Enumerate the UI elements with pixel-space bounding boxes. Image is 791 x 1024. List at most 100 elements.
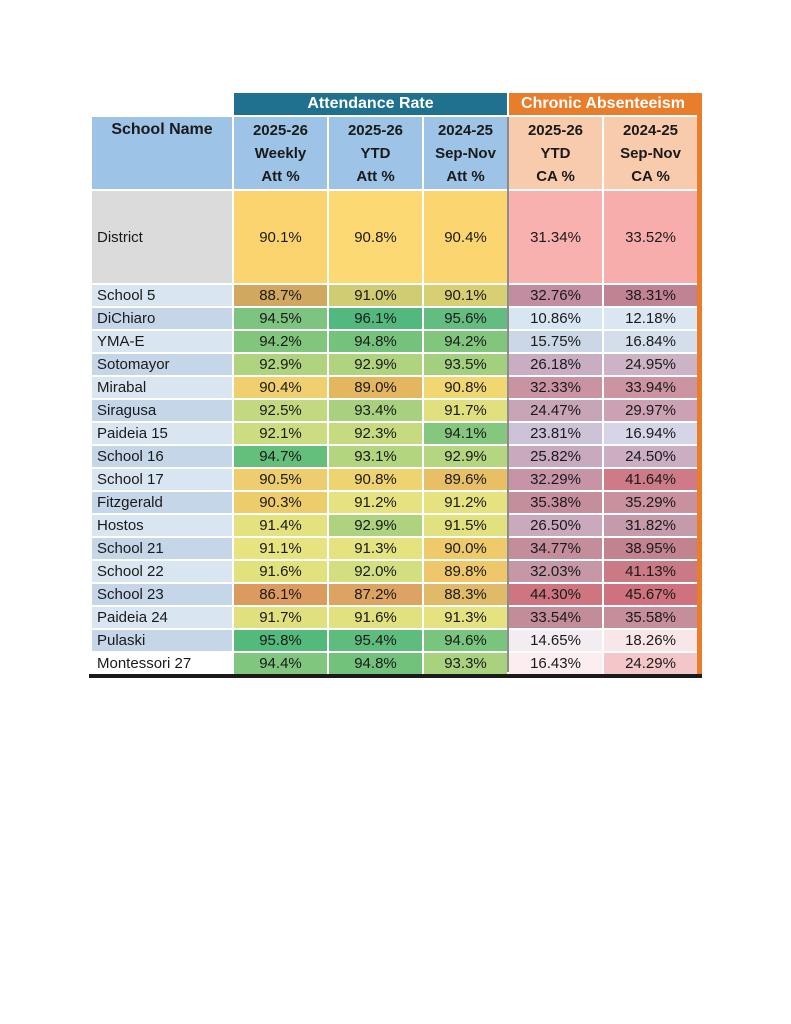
value-cell: 16.94% xyxy=(604,423,697,444)
table-row: School 17 90.5% 90.8% 89.6% 32.29% 41.64% xyxy=(92,469,697,490)
table-row: School 23 86.1% 87.2% 88.3% 44.30% 45.67% xyxy=(92,584,697,605)
school-name-cell: Siragusa xyxy=(92,400,232,421)
value-cell: 29.97% xyxy=(604,400,697,421)
value-cell: 26.50% xyxy=(509,515,602,536)
value-cell: 88.3% xyxy=(424,584,507,605)
value-cell: 90.5% xyxy=(234,469,327,490)
value-cell: 14.65% xyxy=(509,630,602,651)
value-cell: 92.5% xyxy=(234,400,327,421)
value-cell: 90.8% xyxy=(424,377,507,398)
school-name-cell: Hostos xyxy=(92,515,232,536)
value-cell: 25.82% xyxy=(509,446,602,467)
value-cell: 88.7% xyxy=(234,285,327,306)
table-row: Paideia 24 91.7% 91.6% 91.3% 33.54% 35.58% xyxy=(92,607,697,628)
value-cell: 92.3% xyxy=(329,423,422,444)
table-row: Hostos 91.4% 92.9% 91.5% 26.50% 31.82% xyxy=(92,515,697,536)
value-cell: 91.4% xyxy=(234,515,327,536)
value-cell: 94.2% xyxy=(234,331,327,352)
table-row: School 16 94.7% 93.1% 92.9% 25.82% 24.50% xyxy=(92,446,697,467)
column-header-ytd-att: 2025-26 YTD Att % xyxy=(329,117,422,189)
value-cell: 93.3% xyxy=(424,653,507,674)
value-cell: 89.6% xyxy=(424,469,507,490)
column-header-ytd-ca: 2025-26 YTD CA % xyxy=(509,117,602,189)
table-row: Sotomayor 92.9% 92.9% 93.5% 26.18% 24.95% xyxy=(92,354,697,375)
school-name-cell: Paideia 15 xyxy=(92,423,232,444)
value-cell: 32.76% xyxy=(509,285,602,306)
column-header-row: School Name 2025-26 Weekly Att % 2025-26… xyxy=(92,117,697,189)
value-cell: 34.77% xyxy=(509,538,602,559)
table-row: Pulaski 95.8% 95.4% 94.6% 14.65% 18.26% xyxy=(92,630,697,651)
school-name-cell: Fitzgerald xyxy=(92,492,232,513)
value-cell: 32.29% xyxy=(509,469,602,490)
chronic-absenteeism-group-header: Chronic Absenteeism xyxy=(509,93,697,115)
school-name-cell: Paideia 24 xyxy=(92,607,232,628)
value-cell: 89.0% xyxy=(329,377,422,398)
section-divider-line xyxy=(507,117,509,672)
value-cell: 24.50% xyxy=(604,446,697,467)
school-name-cell: Mirabal xyxy=(92,377,232,398)
school-name-cell: School 23 xyxy=(92,584,232,605)
value-cell: 94.1% xyxy=(424,423,507,444)
value-cell: 94.5% xyxy=(234,308,327,329)
value-cell: 32.33% xyxy=(509,377,602,398)
value-cell: 90.0% xyxy=(424,538,507,559)
group-header-spacer xyxy=(92,93,232,115)
value-cell: 94.7% xyxy=(234,446,327,467)
table-bottom-black-border xyxy=(89,674,702,678)
value-cell: 24.95% xyxy=(604,354,697,375)
value-cell: 93.4% xyxy=(329,400,422,421)
value-cell: 23.81% xyxy=(509,423,602,444)
school-name-cell: YMA-E xyxy=(92,331,232,352)
value-cell: 18.26% xyxy=(604,630,697,651)
value-cell: 94.6% xyxy=(424,630,507,651)
value-cell: 90.3% xyxy=(234,492,327,513)
table-row: School 22 91.6% 92.0% 89.8% 32.03% 41.13% xyxy=(92,561,697,582)
value-cell: 94.8% xyxy=(329,331,422,352)
value-cell: 90.1% xyxy=(424,285,507,306)
value-cell: 91.5% xyxy=(424,515,507,536)
value-cell: 33.54% xyxy=(509,607,602,628)
value-cell: 89.8% xyxy=(424,561,507,582)
value-cell: 91.6% xyxy=(234,561,327,582)
value-cell: 92.9% xyxy=(424,446,507,467)
value-cell: 90.1% xyxy=(234,191,327,283)
value-cell: 96.1% xyxy=(329,308,422,329)
school-name-column-header: School Name xyxy=(92,117,232,189)
school-name-cell: School 21 xyxy=(92,538,232,559)
value-cell: 41.64% xyxy=(604,469,697,490)
value-cell: 92.9% xyxy=(329,354,422,375)
value-cell: 26.18% xyxy=(509,354,602,375)
table-row: School 21 91.1% 91.3% 90.0% 34.77% 38.95% xyxy=(92,538,697,559)
value-cell: 45.67% xyxy=(604,584,697,605)
value-cell: 90.4% xyxy=(234,377,327,398)
value-cell: 15.75% xyxy=(509,331,602,352)
value-cell: 94.2% xyxy=(424,331,507,352)
school-name-cell: Montessori 27 xyxy=(92,653,232,674)
value-cell: 91.1% xyxy=(234,538,327,559)
column-header-weekly-att: 2025-26 Weekly Att % xyxy=(234,117,327,189)
value-cell: 91.6% xyxy=(329,607,422,628)
value-cell: 41.13% xyxy=(604,561,697,582)
column-header-sepnov-att: 2024-25 Sep-Nov Att % xyxy=(424,117,507,189)
school-name-cell: School 16 xyxy=(92,446,232,467)
table-row: District 90.1% 90.8% 90.4% 31.34% 33.52% xyxy=(92,191,697,283)
value-cell: 92.0% xyxy=(329,561,422,582)
value-cell: 87.2% xyxy=(329,584,422,605)
school-name-cell: School 17 xyxy=(92,469,232,490)
value-cell: 90.4% xyxy=(424,191,507,283)
value-cell: 16.43% xyxy=(509,653,602,674)
value-cell: 16.84% xyxy=(604,331,697,352)
table-row: Mirabal 90.4% 89.0% 90.8% 32.33% 33.94% xyxy=(92,377,697,398)
value-cell: 33.52% xyxy=(604,191,697,283)
value-cell: 91.2% xyxy=(329,492,422,513)
value-cell: 38.31% xyxy=(604,285,697,306)
table-row: School 5 88.7% 91.0% 90.1% 32.76% 38.31% xyxy=(92,285,697,306)
table-row: Fitzgerald 90.3% 91.2% 91.2% 35.38% 35.29% xyxy=(92,492,697,513)
school-name-cell: District xyxy=(92,191,232,283)
value-cell: 91.7% xyxy=(234,607,327,628)
value-cell: 92.9% xyxy=(329,515,422,536)
attendance-rate-group-header: Attendance Rate xyxy=(234,93,507,115)
value-cell: 90.8% xyxy=(329,191,422,283)
value-cell: 92.9% xyxy=(234,354,327,375)
